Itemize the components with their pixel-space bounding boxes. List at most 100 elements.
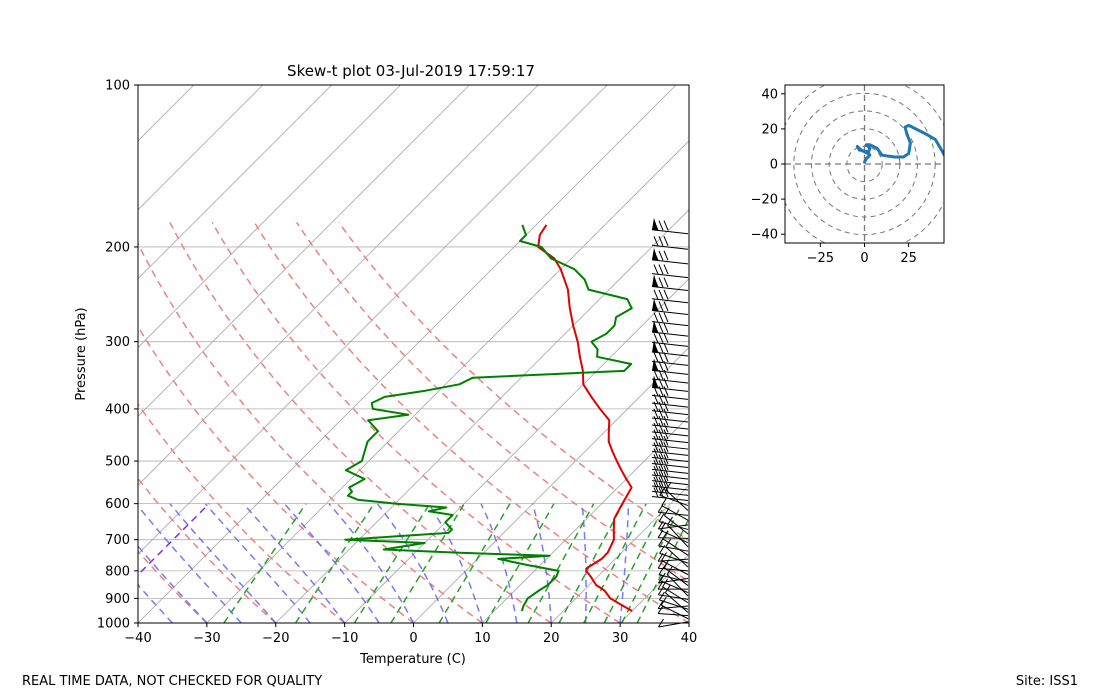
dry-adiabats (138, 221, 689, 623)
moist-adiabat (376, 503, 449, 623)
barb-staff (651, 417, 689, 423)
barb-tick (653, 471, 659, 482)
wind-barb (651, 247, 689, 265)
barb-staff (651, 378, 689, 384)
barb-tick (658, 264, 664, 275)
isotherm-10 (481, 415, 689, 623)
barb-staff (651, 463, 689, 468)
dry-adiabat (211, 221, 621, 623)
barb-tick (663, 333, 669, 344)
hodograph-line (855, 123, 944, 164)
barb-staff (651, 286, 689, 292)
barb-tick (658, 454, 664, 465)
barb-staff (651, 444, 689, 450)
barb-staff (651, 229, 689, 235)
barb-staff (651, 485, 689, 491)
barb-staff (658, 577, 689, 584)
barb-staff (661, 560, 689, 576)
barb-tick (657, 600, 664, 609)
barb-tick (658, 408, 664, 419)
barb-tick (657, 553, 664, 562)
isotherm--60 (138, 85, 539, 486)
mixing-ratio-line (223, 503, 307, 623)
hodo-y-tick-label: 40 (761, 87, 778, 102)
barb-tick (658, 442, 664, 453)
barb-tick (663, 487, 669, 498)
moist-adiabat (242, 503, 346, 623)
barb-tick (653, 236, 659, 246)
mixing-ratio-line (485, 503, 555, 623)
hodo-y-tick-label: 0 (770, 158, 778, 173)
barb-staff (651, 341, 689, 347)
barb-tick (653, 220, 659, 231)
barb-tick (658, 352, 664, 363)
barb-tick (663, 236, 669, 246)
wind-barb (651, 408, 689, 423)
barb-staff (651, 309, 689, 315)
y-tick-label: 900 (105, 592, 130, 607)
wind-barb (661, 552, 689, 576)
temperature-axis: −40 −30 −20 −10 0 10 20 30 40 (124, 623, 697, 646)
y-tick-label: 300 (105, 335, 130, 350)
barb-tick (658, 289, 664, 300)
barb-staff (658, 567, 689, 572)
barb-tick (658, 220, 664, 231)
x-axis-label: Temperature (C) (359, 652, 466, 667)
barb-tick (653, 264, 659, 275)
barb-staff (658, 558, 689, 562)
hodo-y-tick-label: −40 (751, 228, 778, 243)
barb-staff (665, 546, 689, 568)
isotherm--40 (138, 85, 677, 623)
barb-tick (653, 277, 659, 288)
barb-tick (653, 476, 659, 487)
y-tick-label: 500 (105, 455, 130, 470)
isotherm--100 (138, 85, 264, 211)
barb-tick (653, 312, 659, 323)
mixing-ratio-line (621, 503, 683, 623)
mixing-ratio-lines (138, 503, 689, 623)
barb-staff (660, 580, 689, 594)
x-tick-label: −30 (193, 631, 220, 646)
hodograph-axes: −25 0 25 −40 −20 0 20 40 (751, 87, 917, 266)
barb-tick (658, 435, 664, 446)
hodograph-trace (855, 123, 944, 164)
barb-tick (658, 566, 665, 575)
moist-adiabat (328, 503, 415, 623)
barb-staff (651, 474, 689, 480)
purple-reference-line (138, 503, 210, 576)
wind-barb (651, 320, 689, 337)
barb-tick (663, 264, 669, 275)
barb-tick (665, 538, 672, 548)
wind-barb (665, 538, 689, 568)
barb-tick (659, 591, 665, 601)
y-tick-label: 200 (105, 240, 130, 255)
wind-barb (651, 298, 689, 315)
barb-tick (660, 522, 667, 531)
barb-tick (666, 566, 673, 575)
dry-adiabat (138, 550, 208, 623)
wind-barb (651, 435, 689, 450)
x-tick-label: −10 (331, 631, 358, 646)
sounding-series (344, 224, 633, 612)
wind-barb (660, 522, 689, 544)
barb-tick (653, 250, 659, 261)
wind-barb (667, 516, 689, 548)
x-tick-label: 30 (612, 631, 629, 646)
wind-barb (651, 274, 689, 292)
chart-title: Skew-t plot 03-Jul-2019 17:59:17 (287, 62, 535, 80)
barb-staff (659, 552, 689, 564)
barb-tick (658, 460, 664, 471)
hodograph-panel: −25 0 25 −40 −20 0 20 40 (751, 84, 945, 266)
site-label: Site: ISS1 (1015, 674, 1078, 689)
barb-tick (653, 482, 659, 493)
barb-tick (663, 277, 669, 288)
dry-adiabat (295, 221, 689, 583)
barb-staff (658, 511, 689, 516)
barb-tick (657, 586, 664, 595)
barb-tick (653, 289, 659, 300)
barb-staff (659, 599, 689, 610)
barb-tick (663, 408, 669, 419)
barb-tick (653, 342, 659, 353)
mixing-ratio-line (527, 503, 595, 623)
dry-adiabat (338, 221, 689, 542)
